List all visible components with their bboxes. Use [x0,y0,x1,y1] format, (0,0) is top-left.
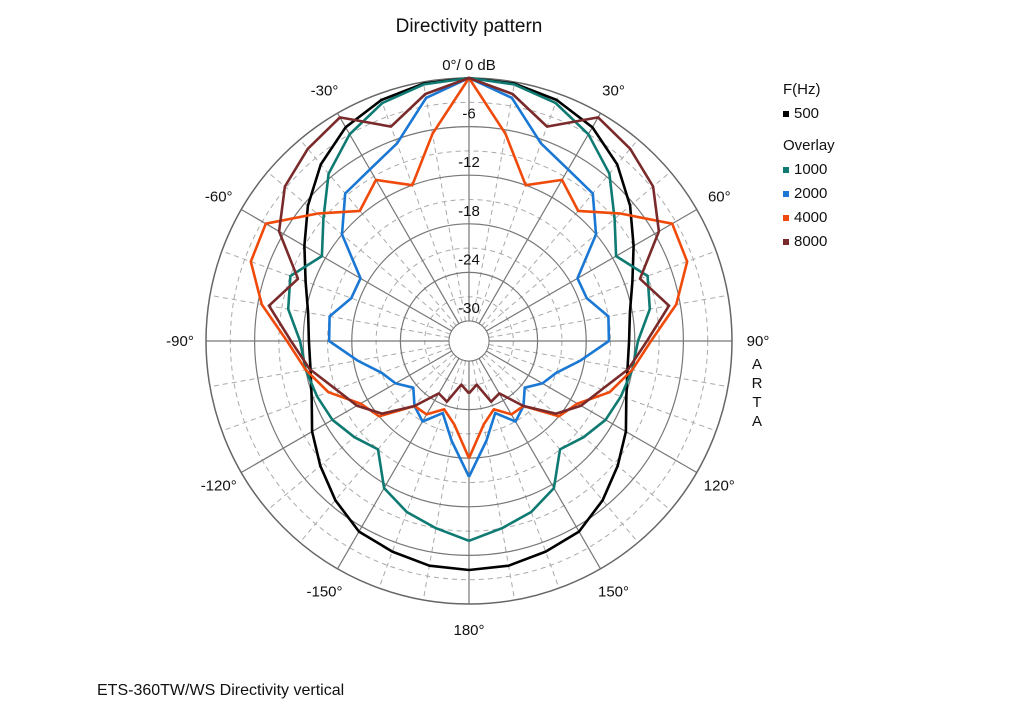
angle-label: -90° [166,333,194,350]
legend-item-8000: 8000 [783,230,835,254]
arta-label: ARTA [751,356,763,430]
grid-radial-minor [267,353,455,511]
legend-swatch [783,239,789,245]
center-hole [449,321,489,361]
legend-item-2000: 2000 [783,182,835,206]
radial-tick-label: -30 [458,300,480,317]
grid-radial-major [240,208,452,332]
grid-ring-major [302,174,636,508]
angle-label: 30° [602,83,625,100]
legend-label: 2000 [794,185,828,202]
grid-radial-minor [378,359,463,589]
grid-radial-major [336,358,460,570]
angle-label: 60° [708,189,731,206]
angle-label: 150° [598,583,629,600]
angle-label-0: 0°/ 0 dB [442,57,496,74]
angle-label: -60° [205,189,233,206]
grid-radial-minor [475,359,560,589]
grid-radial-minor [483,171,671,329]
grid-radial-major [336,112,460,324]
grid-radial-major [486,208,698,332]
legend-swatch [783,215,789,221]
footer-caption: ETS-360TW/WS Directivity vertical [97,682,345,699]
grid-radial-minor [475,93,560,323]
legend-label: 1000 [794,161,828,178]
angle-label: 90° [747,333,770,350]
legend-item-4000: 4000 [783,206,835,230]
grid-ring-major [448,320,490,362]
legend: F(Hz) 500 Overlay 1000 2000 4000 8000 [783,78,835,254]
angle-label: 180° [453,622,484,639]
radial-tick-label: -12 [458,154,480,171]
grid-radial-minor [209,343,450,388]
grid-radial-minor [422,360,467,601]
chart-title: Directivity pattern [395,16,543,37]
angle-label: -30° [311,83,339,100]
radial-tick-label: -18 [458,203,480,220]
legend-swatch [783,167,789,173]
grid-radial-minor [488,343,729,388]
grid-ring-major [399,271,539,411]
legend-label: 8000 [794,233,828,250]
angle-label: -120° [201,478,237,495]
grid-radial-minor [483,353,671,511]
grid-radial-minor [299,139,457,327]
legend-label: 4000 [794,209,828,226]
radial-tick-label: -6 [462,106,475,123]
radial-tick-label: -24 [458,251,480,268]
grid-radial-minor [481,139,639,327]
legend-label: 500 [794,105,820,122]
angle-label: 120° [704,478,735,495]
grid-radial-major [478,112,602,324]
legend-swatch [783,111,789,117]
grid-radial-minor [422,81,467,322]
legend-swatch [783,191,789,197]
grid-radial-major [486,350,698,474]
angle-label: -150° [306,583,342,600]
grid-radial-major [478,358,602,570]
grid-radial-minor [471,360,516,601]
grid-radial-minor [487,250,717,335]
legend-overlay-header: Overlay [783,137,835,154]
legend-item-1000: 1000 [783,158,835,182]
grid-radial-minor [267,171,455,329]
series-line-8000 [267,76,671,416]
grid-radial-minor [378,93,463,323]
grid-radial-minor [221,250,451,335]
legend-item-500: 500 [783,102,835,126]
grid-radial-major [240,350,452,474]
grid-ring-major [254,126,684,556]
grid-radial-minor [471,81,516,322]
legend-header: F(Hz) [783,81,821,98]
